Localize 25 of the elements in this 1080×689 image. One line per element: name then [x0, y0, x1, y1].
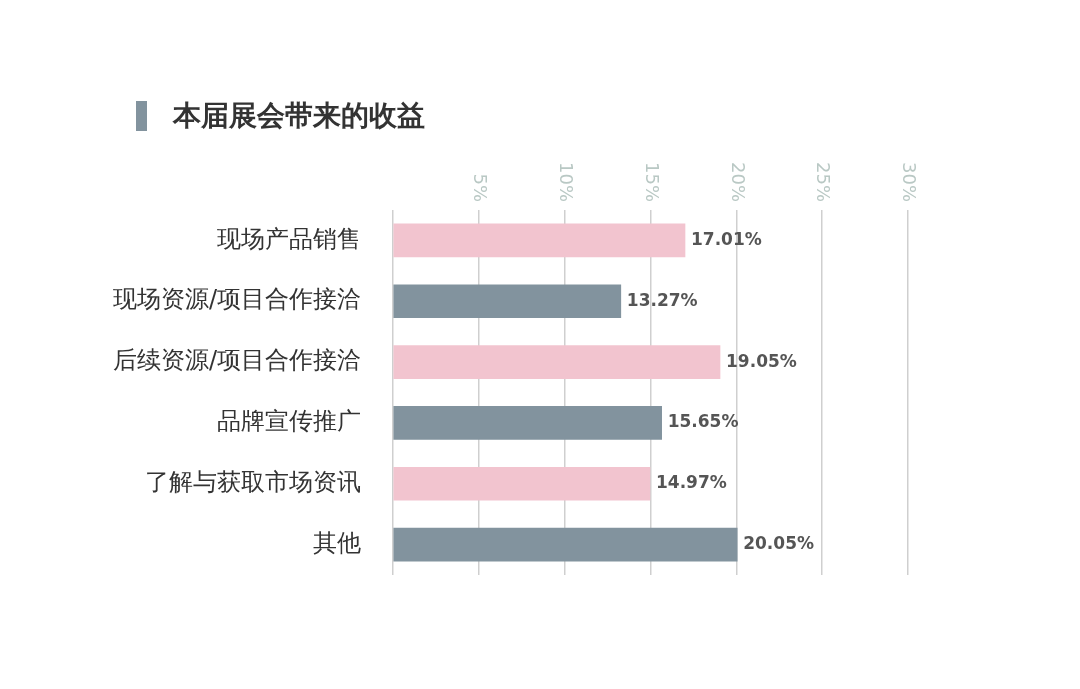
bar [393, 406, 662, 440]
bar [393, 466, 651, 501]
x-tick-label: 10% [555, 161, 577, 202]
x-tick-label: 15% [641, 161, 663, 202]
bar [393, 345, 721, 379]
chart-title: 本届展会带来的收益 [173, 98, 425, 134]
y-tick-label: 品牌宣传推广 [217, 407, 361, 436]
y-tick-label: 了解与获取市场资讯 [145, 467, 361, 496]
bar [393, 527, 738, 562]
data-label: 15.65% [667, 411, 739, 432]
data-label: 19.05% [726, 350, 797, 371]
data-label: 20.05% [743, 533, 814, 554]
bar [393, 284, 622, 319]
y-tick-label: 现场产品销售 [217, 224, 361, 253]
y-tick-label: 现场资源/项目合作接洽 [112, 285, 361, 314]
data-label: 17.01% [691, 228, 762, 249]
y-tick-label: 其他 [313, 528, 361, 557]
x-tick-label: 30% [899, 161, 921, 202]
y-tick-label: 后续资源/项目合作接洽 [112, 346, 361, 375]
x-tick-label: 5% [470, 173, 492, 202]
x-tick-label: 25% [813, 161, 835, 202]
bar [393, 223, 686, 258]
data-label: 14.97% [655, 472, 727, 493]
data-label: 13.27% [626, 289, 698, 310]
x-tick-label: 20% [727, 161, 749, 202]
